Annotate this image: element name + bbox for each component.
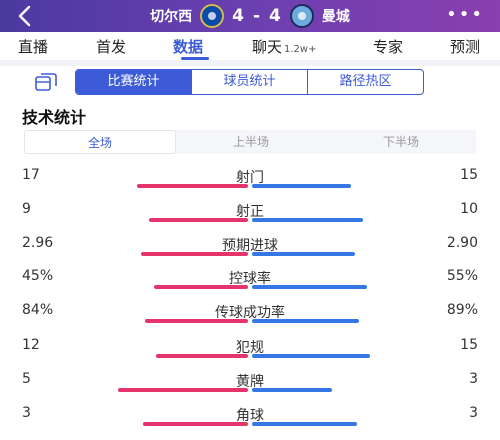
stat-away-bar [252,184,351,188]
nav-tab-label: 数据 [173,38,204,56]
stat-label: 传球成功率 [215,305,285,321]
nav-tab-predictions[interactable]: 预测 [450,36,480,57]
stat-away-bar [252,319,359,323]
stat-home-bar [149,218,248,222]
stat-home-bar [156,354,248,358]
nav-tab-live[interactable]: 直播 [18,36,48,57]
stat-home-value: 45% [22,268,54,284]
nav-tab-label: 预测 [450,38,481,56]
score-separator: - [252,6,262,26]
stat-away-bar [252,354,370,358]
stat-home-value: 5 [22,371,31,387]
stat-away-value: 55% [446,268,478,284]
stat-home-bar [137,184,248,188]
stat-away-bar [252,422,357,426]
nav-tab-lineup[interactable]: 首发 [96,36,126,57]
nav-tab-label: 聊天 [252,38,283,56]
stat-away-bar [252,388,332,392]
stat-label: 射正 [236,204,264,220]
section-title: 技术统计 [22,108,87,127]
nav-tab-label: 首发 [96,38,127,56]
stat-row: 5 黄牌 3 [0,371,500,405]
stat-away-bar [252,285,367,289]
back-arrow-icon [18,5,31,27]
nav-tab-data[interactable]: 数据 [173,36,203,57]
period-tab-first-half[interactable]: 上半场 [232,135,269,149]
stat-label: 角球 [236,408,264,424]
stat-away-bar [252,252,355,256]
stat-home-value: 84% [22,302,54,318]
stat-home-bar [118,388,248,392]
stat-away-bar [252,218,363,222]
stat-label: 犯规 [236,340,264,356]
chelsea-crest-icon [200,4,225,28]
stat-away-value: 3 [469,371,478,387]
stat-home-value: 12 [22,337,40,353]
stat-label: 预期进球 [222,238,278,254]
stat-away-value: 3 [469,405,478,421]
nav-tab-chat[interactable]: 聊天 1.2w+ [252,36,316,57]
match-scoreline: 切尔西 4 - 4 曼城 [0,0,500,32]
period-tab-second-half[interactable]: 下半场 [382,135,419,149]
man-city-crest-icon [289,4,314,28]
sub-tab-match-stats[interactable]: 比赛统计 [76,70,191,94]
back-button[interactable] [14,4,36,28]
stats-sub-tabs: 比赛统计 球员统计 路径热区 [75,69,424,95]
stat-away-value: 89% [446,302,478,318]
stat-row: 3 角球 3 [0,405,500,439]
stat-home-value: 17 [22,167,40,183]
stat-label: 控球率 [229,271,271,287]
stat-home-bar [141,252,248,256]
match-nav: 直播 首发 数据 聊天 1.2w+ 专家 预测 [0,32,500,60]
stat-row: 9 射正 10 [0,201,500,235]
stat-row: 84% 传球成功率 89% [0,302,500,336]
more-options-button[interactable]: ••• [446,4,484,25]
stat-home-value: 2.96 [22,235,54,251]
stat-home-value: 9 [22,201,31,217]
stat-home-bar [143,422,248,426]
nav-tab-experts[interactable]: 专家 [373,36,403,57]
period-tabs: 全场 上半场 下半场 [24,130,476,154]
nav-tab-label: 专家 [373,38,404,56]
stat-home-bar [145,319,248,323]
stat-away-value: 15 [460,167,478,183]
sub-tab-player-stats[interactable]: 球员统计 [191,70,307,94]
active-tab-indicator [181,57,209,60]
stat-row: 17 射门 15 [0,167,500,201]
nav-tab-label: 直播 [18,38,49,56]
sub-tab-heatmap[interactable]: 路径热区 [307,70,423,94]
stat-away-value: 10 [460,201,478,217]
stat-home-value: 3 [22,405,31,421]
section-divider [0,60,500,66]
stat-away-value: 15 [460,337,478,353]
stat-row: 12 犯规 15 [0,337,500,371]
chat-count-badge: 1.2w+ [284,44,317,55]
match-header: 切尔西 4 - 4 曼城 ••• [0,0,500,32]
away-team-name: 曼城 [321,9,350,25]
home-team-name: 切尔西 [150,9,193,25]
stat-label: 射门 [236,170,264,186]
away-score: 4 [269,6,282,26]
period-tab-full[interactable]: 全场 [24,130,176,154]
stat-home-bar [154,285,248,289]
layout-switch-icon[interactable] [35,72,57,92]
stat-row: 2.96 预期进球 2.90 [0,235,500,269]
home-score: 4 [232,6,245,26]
stat-label: 黄牌 [236,374,264,390]
stat-row: 45% 控球率 55% [0,268,500,302]
stat-away-value: 2.90 [446,235,478,251]
